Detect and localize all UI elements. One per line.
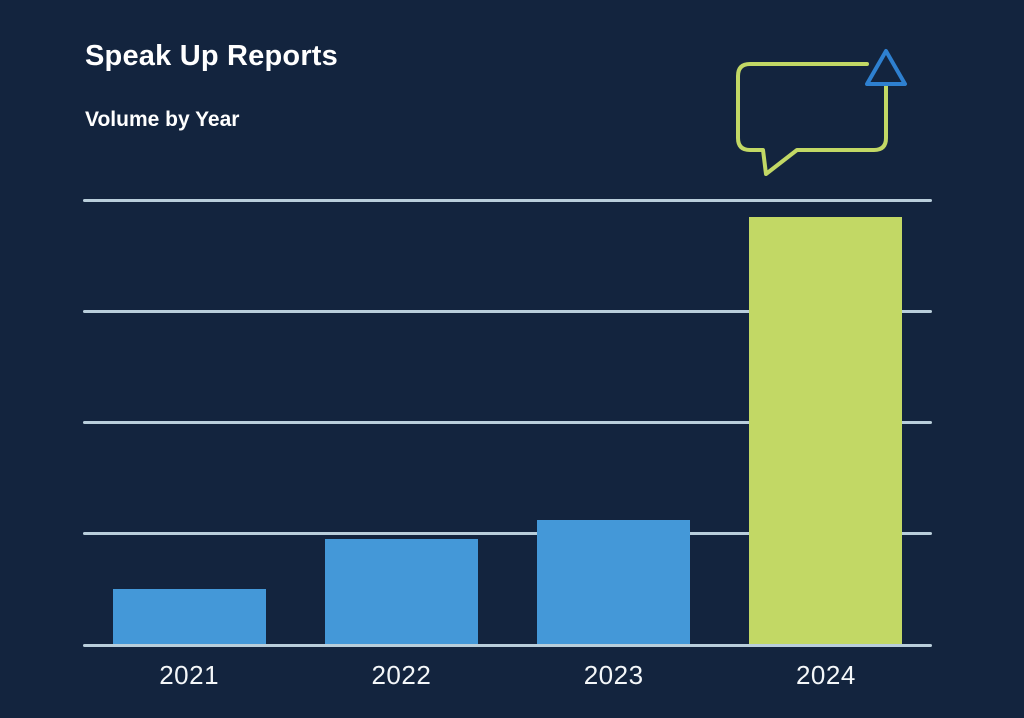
bar-slot-2023 [508, 200, 720, 645]
bar-2023 [537, 520, 691, 645]
bar-slot-2024 [720, 200, 932, 645]
gridline-100 [83, 532, 932, 536]
x-axis-label-2021: 2021 [159, 660, 220, 690]
bars-row [83, 200, 932, 645]
speech-bubble-up-arrow-icon [736, 49, 907, 176]
x-axis-label-2024: 2024 [795, 660, 856, 690]
page-title: Speak Up Reports [85, 40, 338, 72]
chart-subtitle: Volume by Year [85, 108, 240, 131]
x-axis-line [83, 644, 932, 647]
bar-2021 [112, 589, 266, 645]
bar-2024 [749, 216, 903, 645]
x-axis-labels: 2021 2022 2023 2024 [83, 660, 932, 691]
x-axis-label-2022: 2022 [371, 660, 432, 690]
x-axis-label-2023: 2023 [583, 660, 644, 690]
speech-bubble-outline [736, 62, 888, 176]
bar-2022 [324, 539, 478, 645]
gridline-400 [83, 198, 932, 202]
gridline-200 [83, 421, 932, 424]
bar-slot-2022 [295, 200, 507, 645]
plot-area [83, 198, 932, 647]
up-arrow-head-icon [865, 49, 907, 86]
gridline-300 [83, 309, 932, 313]
bar-slot-2021 [83, 200, 295, 645]
